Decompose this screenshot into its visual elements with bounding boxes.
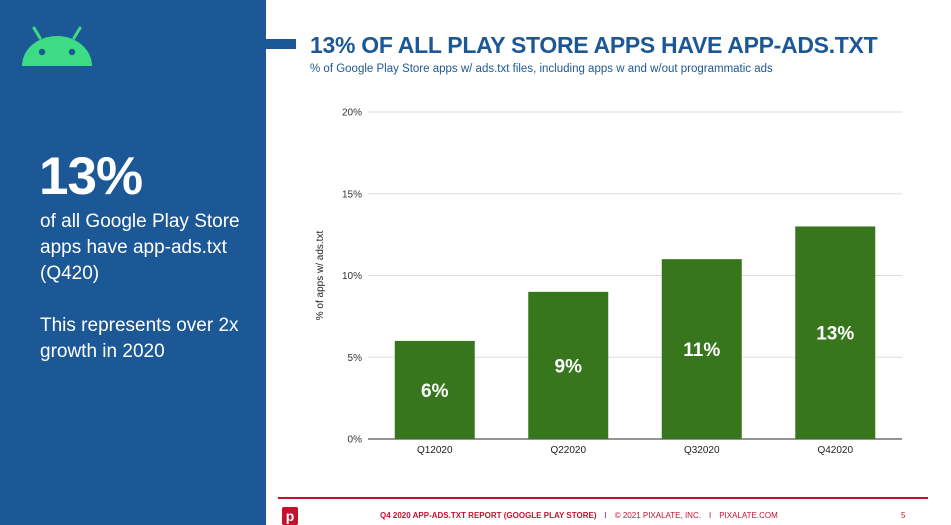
x-tick-label: Q32020 (684, 445, 720, 456)
bar (528, 291, 609, 439)
headline-stat: 13% (39, 147, 143, 206)
footer-text: Q4 2020 APP-ADS.TXT REPORT (GOOGLE PLAY … (380, 511, 778, 520)
footer-copyright: © 2021 PIXALATE, INC. (614, 511, 701, 520)
footer-site-link[interactable]: PIXALATE.COM (719, 511, 778, 520)
svg-text:p: p (286, 508, 295, 524)
page-number: 5 (901, 511, 906, 520)
bar-data-label: 13% (816, 324, 854, 345)
bar-data-label: 9% (555, 356, 583, 377)
growth-note: This represents over 2x growth in 2020 (40, 315, 239, 362)
bar-data-label: 6% (421, 381, 449, 402)
bar (795, 226, 876, 439)
y-tick-label: 20% (342, 108, 362, 119)
sidebar-panel: 13% of all Google Play Store apps have a… (0, 0, 266, 525)
stat-description: of all Google Play Store apps have app-a… (40, 211, 240, 284)
bar (661, 259, 742, 439)
x-tick-label: Q12020 (417, 445, 453, 456)
y-axis-label: % of apps w/ ads.txt (315, 231, 326, 321)
y-tick-label: 10% (342, 271, 362, 282)
title-accent-bar (266, 39, 296, 49)
chart-title: 13% OF ALL PLAY STORE APPS HAVE APP-ADS.… (310, 32, 878, 58)
bar (394, 340, 475, 439)
y-tick-label: 15% (342, 189, 362, 200)
x-tick-label: Q42020 (817, 445, 853, 456)
bar-data-label: 11% (683, 340, 720, 361)
x-tick-label: Q22020 (550, 445, 586, 456)
chart-subtitle: % of Google Play Store apps w/ ads.txt f… (310, 63, 773, 75)
bar-chart: 0% 5% 10% 15% 20% % of apps w/ ads.txt 6% Q1202… (315, 108, 902, 456)
pixalate-logo-icon: p (282, 507, 298, 525)
footer-separator: I (708, 511, 712, 520)
y-tick-label: 0% (348, 435, 363, 446)
footer-report: Q4 2020 APP-ADS.TXT REPORT (GOOGLE PLAY … (380, 511, 597, 520)
android-icon (22, 26, 92, 66)
footer-divider (278, 497, 928, 499)
y-tick-label: 5% (348, 353, 363, 364)
footer-separator: I (604, 511, 607, 520)
